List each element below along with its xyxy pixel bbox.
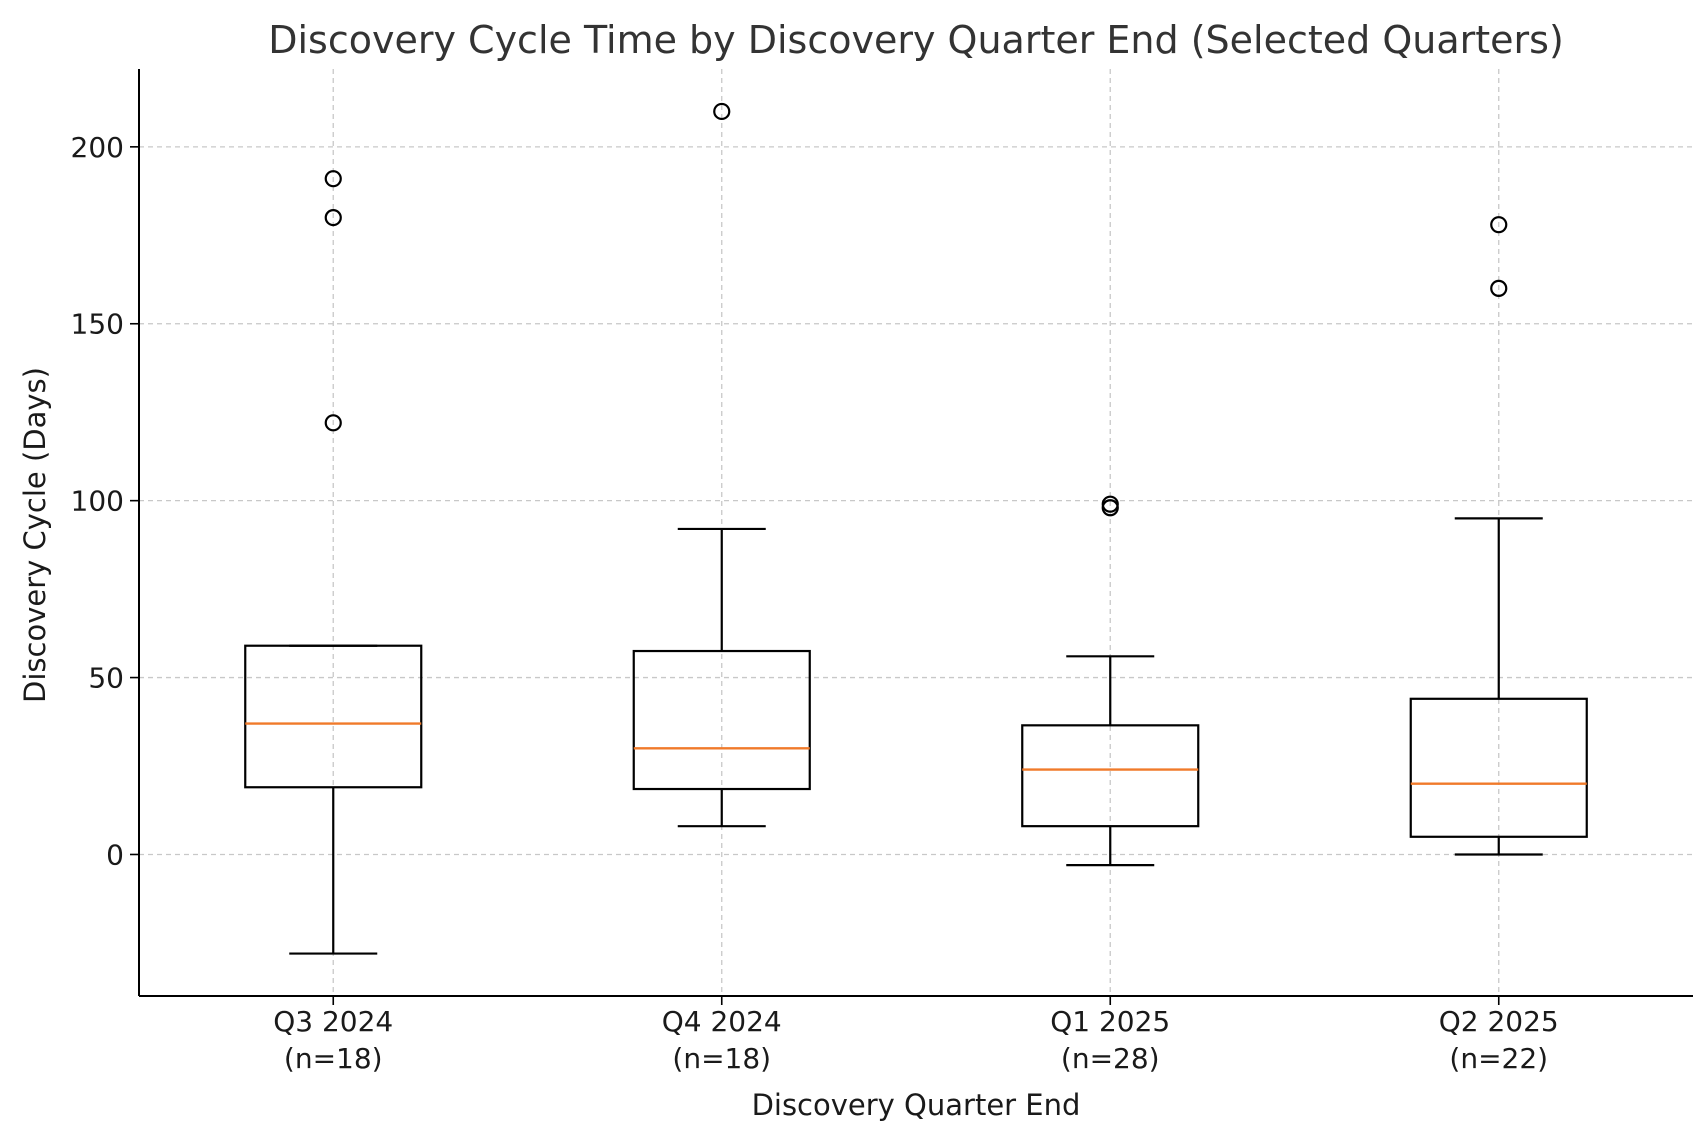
boxes-layer: [244, 102, 1588, 955]
outlier-point: [1490, 279, 1508, 297]
iqr-box: [1021, 724, 1200, 828]
outlier-point: [324, 209, 342, 227]
y-tick-label: 200: [71, 131, 124, 164]
axes-layer: 0 50 100 150 200 Q3 2024 (n=18) Q4 2024 (n=18) Q1…: [71, 69, 1693, 1075]
y-tick-label: 0: [106, 838, 124, 871]
x-tick-count-label: (n=18): [672, 1042, 771, 1075]
x-tick-count-label: (n=22): [1449, 1042, 1548, 1075]
outlier-point: [713, 102, 731, 121]
y-tick-label: 100: [71, 485, 124, 518]
iqr-box: [1409, 697, 1588, 838]
outlier-point: [324, 414, 342, 432]
x-tick-label: Q4 2024: [662, 1005, 782, 1038]
box-group: [244, 170, 423, 955]
x-tick-label: Q1 2025: [1050, 1005, 1170, 1038]
labels-layer: Discovery Cycle Time by Discovery Quarte…: [18, 18, 1564, 1122]
outlier-point: [324, 170, 342, 188]
x-axis-label: Discovery Quarter End: [752, 1088, 1081, 1122]
y-axis-label: Discovery Cycle (Days): [18, 367, 52, 703]
x-tick-count-label: (n=18): [284, 1042, 383, 1075]
box-group: [632, 102, 811, 828]
y-tick-label: 150: [71, 308, 124, 341]
iqr-box: [632, 649, 811, 791]
outlier-point: [1101, 495, 1119, 513]
iqr-box: [244, 644, 423, 789]
outlier-point: [1490, 216, 1508, 234]
x-tick-label: Q2 2025: [1439, 1005, 1559, 1038]
x-tick-label: Q3 2024: [273, 1005, 393, 1038]
x-tick-count-label: (n=28): [1061, 1042, 1160, 1075]
box-group: [1409, 216, 1588, 856]
box-group: [1021, 495, 1200, 867]
y-tick-label: 50: [88, 662, 124, 695]
chart-title: Discovery Cycle Time by Discovery Quarte…: [268, 18, 1564, 62]
grid-layer: [139, 69, 1693, 996]
